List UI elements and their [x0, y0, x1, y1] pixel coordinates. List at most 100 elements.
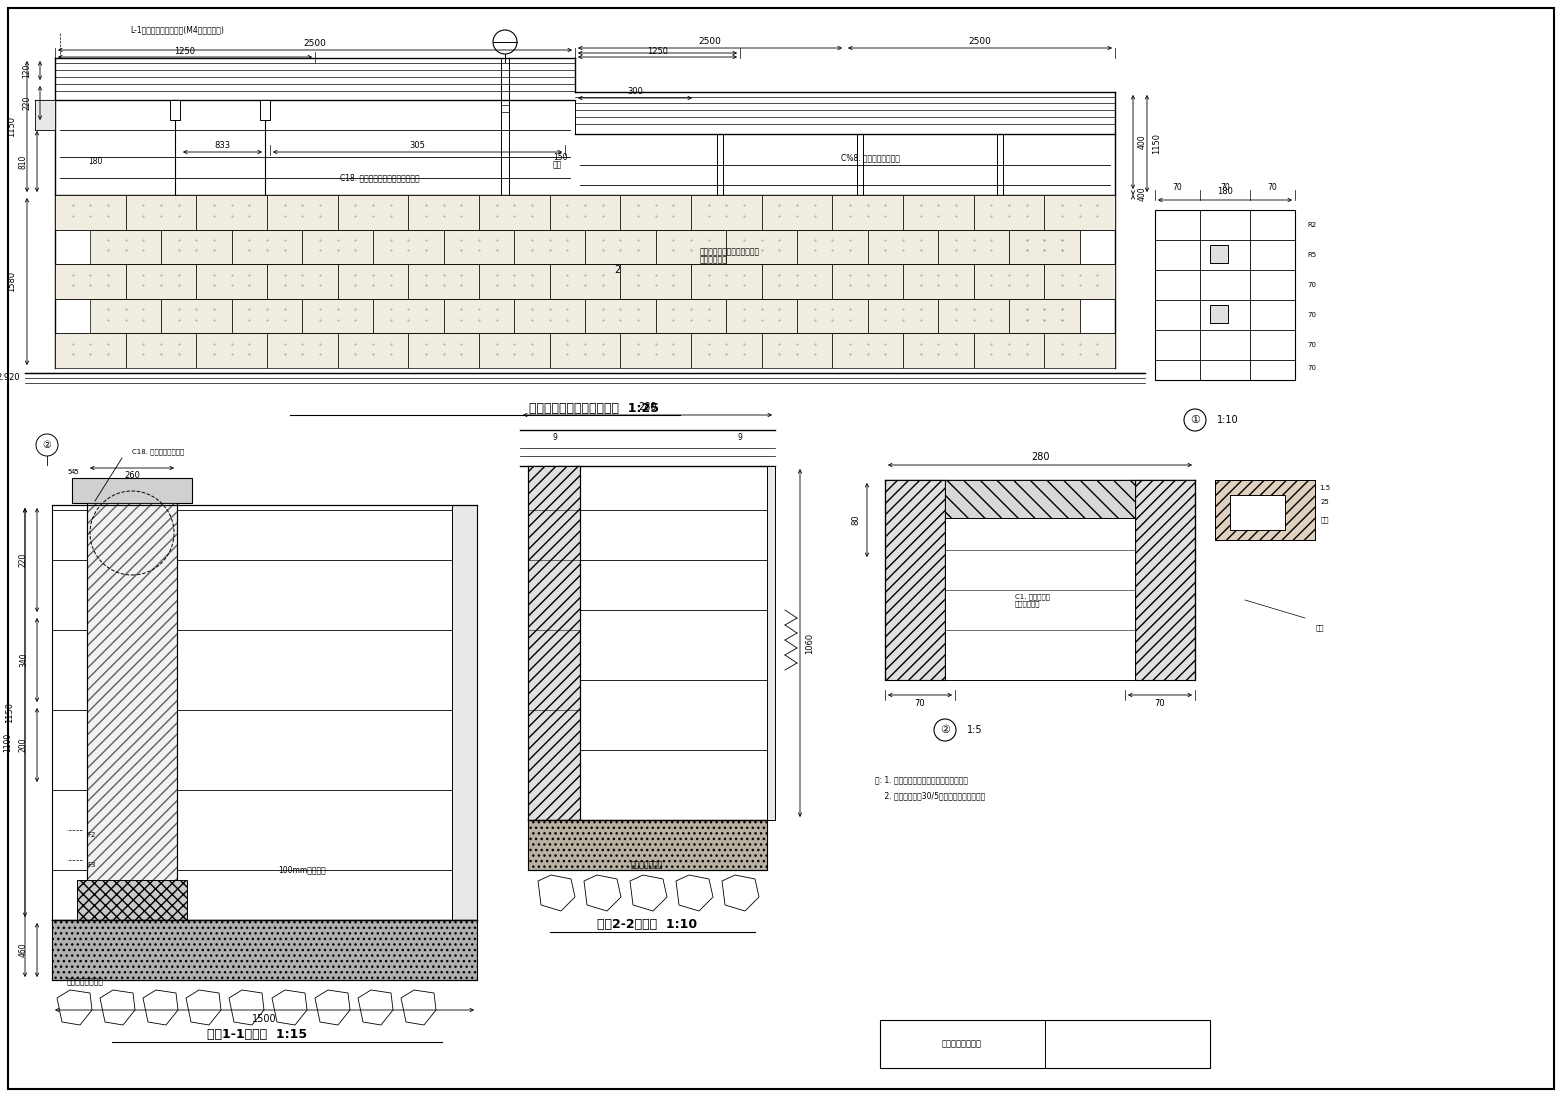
Text: ②: ②	[940, 725, 950, 735]
Text: 柱径: 柱径	[1321, 517, 1329, 523]
Bar	[480, 264, 550, 298]
Bar	[197, 264, 267, 298]
Bar	[833, 333, 903, 367]
Bar	[1211, 245, 1228, 263]
Text: 220: 220	[19, 553, 28, 567]
Bar	[797, 229, 867, 264]
Bar	[1229, 495, 1286, 530]
Bar	[528, 819, 767, 870]
Bar	[656, 229, 726, 264]
Bar	[231, 229, 303, 264]
Text: 220: 220	[22, 95, 31, 110]
Bar	[337, 195, 408, 229]
Text: 1250: 1250	[175, 46, 195, 56]
Bar	[444, 298, 514, 333]
Bar	[72, 478, 192, 504]
Bar	[1215, 480, 1315, 540]
Bar	[939, 229, 1009, 264]
Text: 70: 70	[1307, 342, 1317, 348]
Polygon shape	[316, 989, 350, 1025]
Bar	[762, 195, 833, 229]
Text: C%8. 凹凸纹石材面层填: C%8. 凹凸纹石材面层填	[840, 154, 900, 162]
Bar	[514, 298, 586, 333]
Bar	[91, 229, 161, 264]
Bar	[231, 298, 303, 333]
Bar	[867, 298, 939, 333]
Text: 5: 5	[67, 470, 72, 475]
Bar	[690, 264, 762, 298]
Text: 460: 460	[19, 942, 28, 958]
Bar	[1009, 298, 1079, 333]
Bar	[867, 229, 939, 264]
Text: 2500: 2500	[698, 37, 722, 46]
Bar	[690, 195, 762, 229]
Text: 混凝土压顶弦（配施束、筋）: 混凝土压顶弦（配施束、筋）	[700, 248, 761, 257]
Bar	[1211, 305, 1228, 323]
Text: 1:10: 1:10	[1217, 415, 1239, 425]
Text: R5: R5	[1307, 252, 1317, 258]
Text: 300: 300	[626, 88, 644, 97]
Bar	[444, 229, 514, 264]
Text: 70: 70	[1307, 282, 1317, 289]
Bar	[1154, 210, 1295, 380]
Bar	[408, 264, 480, 298]
Bar	[833, 195, 903, 229]
Bar	[267, 333, 337, 367]
Bar	[91, 298, 161, 333]
Bar	[303, 298, 373, 333]
Text: 120: 120	[22, 64, 31, 78]
Text: 70: 70	[915, 699, 925, 708]
Polygon shape	[100, 989, 134, 1025]
Bar	[550, 264, 620, 298]
Text: 竹节: 竹节	[553, 160, 562, 170]
Text: 400: 400	[1139, 186, 1147, 201]
Text: 1250: 1250	[647, 46, 669, 56]
Bar	[762, 333, 833, 367]
Bar	[373, 298, 444, 333]
Bar	[1045, 333, 1115, 367]
Bar	[55, 333, 125, 367]
Bar	[939, 298, 1009, 333]
Bar	[903, 264, 973, 298]
Text: R2: R2	[1307, 222, 1317, 228]
Bar	[690, 333, 762, 367]
Text: 200: 200	[19, 738, 28, 753]
Bar	[267, 195, 337, 229]
Bar	[55, 195, 125, 229]
Bar	[586, 298, 656, 333]
Text: 2500: 2500	[968, 37, 992, 46]
Text: 260: 260	[123, 472, 141, 480]
Text: 长条石铺地石: 长条石铺地石	[700, 256, 728, 264]
Polygon shape	[584, 875, 622, 911]
Text: 280: 280	[639, 402, 656, 412]
Polygon shape	[629, 875, 667, 911]
Bar	[879, 1020, 1211, 1068]
Polygon shape	[272, 989, 308, 1025]
Text: 150: 150	[553, 154, 567, 162]
Bar	[170, 100, 180, 120]
Text: F3: F3	[87, 862, 97, 868]
Polygon shape	[722, 875, 759, 911]
Bar	[1045, 264, 1115, 298]
Bar	[87, 504, 177, 920]
Text: 9: 9	[553, 432, 558, 441]
Text: 400: 400	[1139, 135, 1147, 149]
Text: 80: 80	[851, 514, 861, 525]
Bar	[973, 195, 1045, 229]
Bar	[528, 466, 580, 819]
Bar	[373, 229, 444, 264]
Text: 25: 25	[1320, 499, 1329, 505]
Text: 1150: 1150	[1153, 133, 1161, 154]
Bar	[267, 264, 337, 298]
Bar	[886, 480, 945, 680]
Polygon shape	[358, 989, 394, 1025]
Bar	[125, 195, 197, 229]
Text: ①: ①	[1190, 415, 1200, 425]
Text: L-1型锂丝串护栏杠加固(M4分体、三级): L-1型锂丝串护栏杠加固(M4分体、三级)	[130, 25, 223, 34]
Bar	[973, 264, 1045, 298]
Text: 305: 305	[409, 142, 425, 150]
Bar	[451, 505, 476, 920]
Bar	[1009, 229, 1079, 264]
Bar	[514, 229, 586, 264]
Bar	[1215, 480, 1315, 540]
